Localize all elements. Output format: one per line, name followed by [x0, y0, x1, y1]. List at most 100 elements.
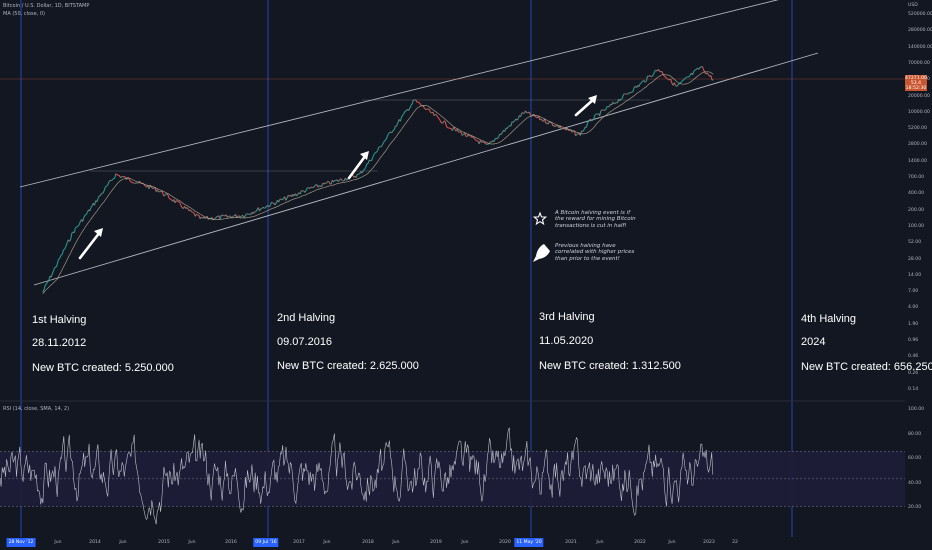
- price-candle: [439, 120, 442, 124]
- price-candle: [106, 182, 110, 186]
- price-tick-label: 70000.00: [908, 60, 930, 66]
- price-candle: [655, 69, 658, 72]
- price-candle: [473, 137, 476, 141]
- price-candle: [274, 202, 277, 206]
- price-candle: [333, 180, 336, 183]
- price-candle: [312, 186, 315, 189]
- price-candle: [583, 126, 586, 130]
- halving-date-marker: 28 Nov '12: [6, 538, 36, 547]
- price-candle: [262, 206, 265, 209]
- note-line: the reward for mining Bitcoin: [555, 216, 636, 223]
- time-tick-label: Jun: [54, 540, 62, 545]
- price-candle: [662, 74, 665, 77]
- price-series: [42, 65, 714, 294]
- note-line: Previous halving have: [555, 243, 616, 249]
- price-candle: [51, 269, 55, 274]
- price-candle: [70, 232, 73, 240]
- note-price-correlation: Previous halving have correlated with hi…: [555, 243, 655, 262]
- time-tick-label: Jun: [668, 540, 676, 545]
- price-candle: [604, 109, 606, 111]
- price-candle: [511, 121, 514, 123]
- channel-upper-line: [19, 0, 779, 188]
- time-tick-label: 2019: [430, 540, 442, 545]
- horizontal-levels: [0, 78, 905, 172]
- arrow-head: [360, 151, 369, 160]
- price-candle: [520, 112, 523, 117]
- price-candle: [53, 267, 56, 271]
- halving-date-marker: 09 Jul '16: [253, 538, 279, 547]
- price-candle: [432, 111, 435, 116]
- price-candle: [271, 201, 273, 204]
- price-tick-label: 4.00: [908, 305, 919, 311]
- price-tick-label: 100.00: [908, 223, 925, 229]
- price-candle: [444, 121, 447, 127]
- arrow-head: [588, 95, 597, 104]
- price-candle: [196, 213, 198, 216]
- price-candle: [106, 185, 108, 187]
- price-candle: [93, 200, 97, 206]
- price-candle: [589, 118, 592, 122]
- price-candle: [479, 140, 483, 143]
- price-candle: [90, 205, 93, 208]
- price-candle: [299, 190, 302, 195]
- price-candle: [304, 190, 307, 193]
- price-candle: [391, 130, 394, 134]
- price-candle: [96, 198, 99, 203]
- price-candle: [686, 76, 688, 78]
- price-tick-label: 14.00: [908, 272, 922, 278]
- time-tick-label: Jun: [323, 540, 331, 545]
- halving-lines: [20, 0, 793, 537]
- time-tick-label: 2017: [293, 540, 305, 545]
- price-candle: [399, 117, 403, 122]
- price-candle: [103, 187, 106, 192]
- price-candle: [281, 198, 284, 201]
- price-candle: [576, 133, 579, 135]
- price-candle: [484, 142, 487, 145]
- price-candle: [168, 197, 171, 200]
- price-candle: [438, 118, 441, 121]
- price-candle: [309, 186, 312, 189]
- halving-date: 2024: [801, 336, 826, 348]
- price-candle: [73, 227, 77, 233]
- price-candle: [640, 80, 644, 84]
- price-candle: [177, 200, 180, 203]
- price-candle: [461, 134, 464, 136]
- price-candle: [605, 106, 608, 111]
- price-candle: [229, 215, 232, 218]
- price-candle: [285, 197, 288, 201]
- price-candle: [346, 178, 349, 181]
- price-candle: [706, 72, 709, 75]
- price-candle: [442, 120, 445, 124]
- price-candle: [408, 107, 411, 111]
- price-candle: [82, 217, 85, 222]
- price-candle: [383, 140, 386, 143]
- price-candle: [214, 216, 218, 219]
- price-candle: [470, 135, 473, 138]
- price-candle: [178, 201, 181, 203]
- price-candle: [575, 134, 578, 137]
- price-candle: [666, 77, 669, 80]
- price-candle: [512, 120, 516, 123]
- price-candle: [614, 102, 617, 104]
- price-candle: [577, 132, 580, 135]
- price-candle: [166, 193, 169, 196]
- price-candle: [89, 207, 92, 212]
- price-candle: [561, 127, 563, 130]
- price-candle: [385, 136, 388, 140]
- price-tick-label: 0.96: [908, 338, 919, 343]
- price-candle: [371, 157, 374, 161]
- price-candle: [415, 99, 418, 103]
- price-candle: [372, 154, 375, 158]
- price-candle: [266, 204, 269, 207]
- halving-created: New BTC created: 1.312.500: [539, 360, 681, 372]
- price-candle: [496, 137, 498, 140]
- price-candle: [269, 202, 272, 206]
- price-candle: [255, 209, 258, 213]
- price-candle: [581, 130, 584, 132]
- price-candle: [115, 173, 118, 176]
- price-candle: [540, 118, 543, 121]
- price-candle: [380, 144, 383, 148]
- price-candle: [579, 130, 583, 136]
